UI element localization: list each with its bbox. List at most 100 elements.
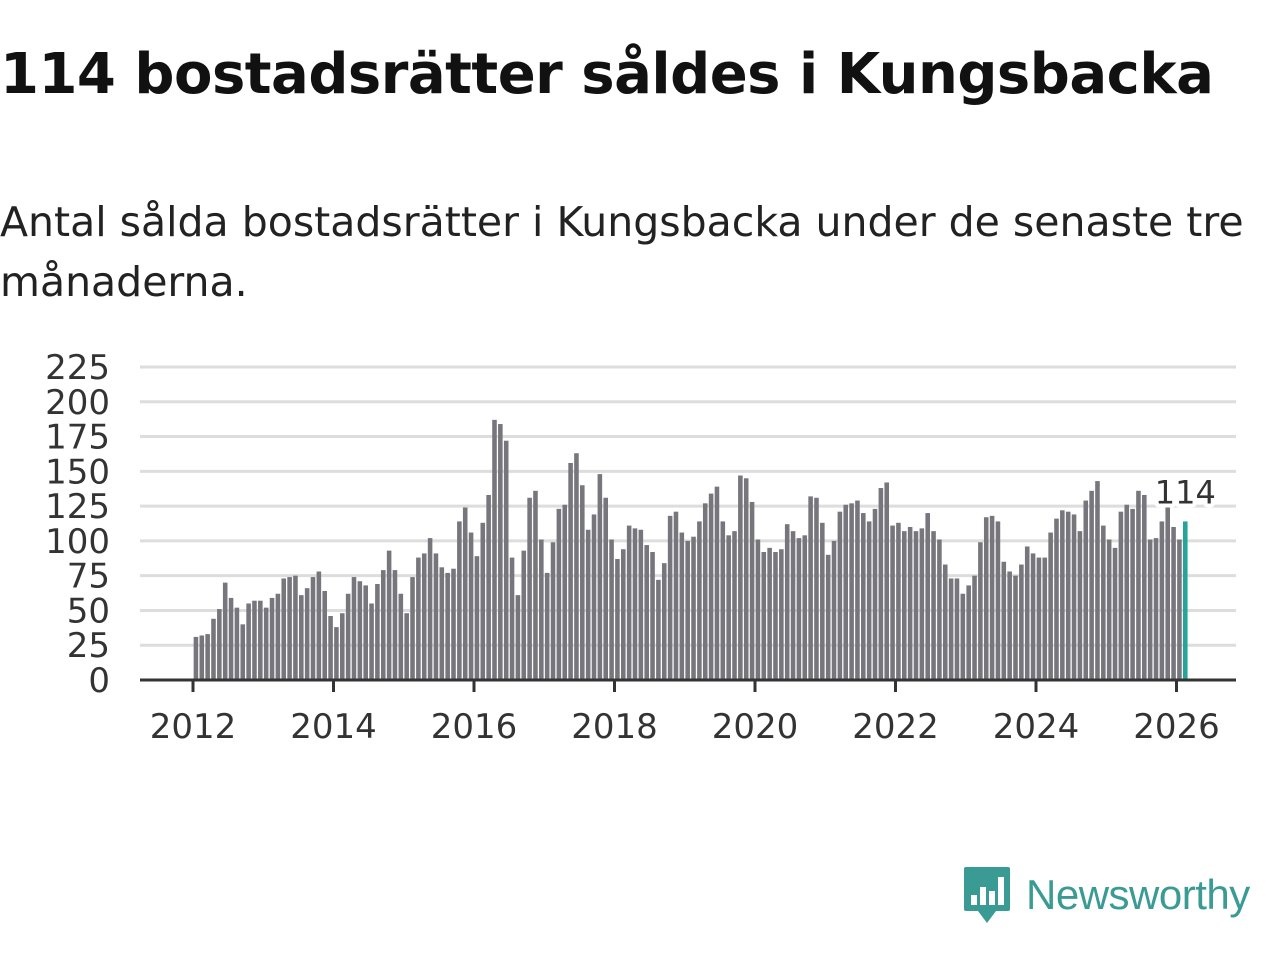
bar xyxy=(1071,514,1077,680)
bar xyxy=(1042,557,1048,680)
bar xyxy=(866,521,872,680)
bar xyxy=(269,597,275,680)
bar xyxy=(896,522,901,680)
bar xyxy=(755,539,761,680)
bar xyxy=(474,556,480,680)
bar xyxy=(685,540,690,680)
bar xyxy=(1101,525,1106,680)
bar xyxy=(246,603,251,680)
bar xyxy=(240,624,246,680)
bar xyxy=(790,531,796,680)
bar xyxy=(445,572,450,680)
page-subtitle: Antal sålda bostadsrätter i Kungsbacka u… xyxy=(0,198,1244,306)
bar xyxy=(1142,494,1147,680)
bar xyxy=(831,540,837,680)
bar xyxy=(773,552,778,680)
bar xyxy=(1013,575,1018,680)
bar xyxy=(673,511,679,680)
bar xyxy=(568,462,573,680)
bar xyxy=(989,515,995,680)
bar xyxy=(539,539,544,680)
bar xyxy=(796,538,802,680)
bar xyxy=(644,545,649,680)
bar xyxy=(304,588,310,680)
bar xyxy=(779,549,784,680)
bar xyxy=(369,603,374,680)
annotation: 114 xyxy=(1151,469,1220,515)
bar xyxy=(620,549,626,680)
bar xyxy=(726,535,731,680)
bar xyxy=(872,508,878,680)
bar xyxy=(650,552,655,680)
bar xyxy=(743,478,749,680)
bar xyxy=(995,521,1001,680)
bar xyxy=(656,579,661,680)
x-tick-label: 2012 xyxy=(150,707,237,747)
bar xyxy=(732,531,737,680)
bar xyxy=(421,553,427,680)
x-tick-label: 2018 xyxy=(571,707,658,747)
bar xyxy=(1136,490,1141,680)
bar xyxy=(884,482,890,680)
bar xyxy=(609,539,614,680)
y-tick-label: 200 xyxy=(45,383,110,423)
bar xyxy=(966,585,971,680)
bar xyxy=(211,618,216,680)
bar xyxy=(515,595,521,680)
bar xyxy=(351,577,357,680)
bar xyxy=(820,522,825,680)
bar xyxy=(334,627,339,680)
bar xyxy=(275,593,281,680)
bar xyxy=(749,501,755,680)
bar xyxy=(1112,547,1118,680)
bar xyxy=(299,595,304,680)
bar xyxy=(954,578,960,680)
bar xyxy=(363,585,368,680)
bar xyxy=(1036,557,1042,680)
bar xyxy=(498,424,503,680)
bar xyxy=(814,497,819,680)
bar xyxy=(913,531,919,680)
bar-highlight xyxy=(1182,521,1188,680)
bar xyxy=(1024,546,1030,680)
bar xyxy=(509,557,515,680)
bar xyxy=(217,609,222,680)
bar xyxy=(492,419,497,680)
bar xyxy=(1124,504,1130,680)
bar xyxy=(263,607,269,680)
bar xyxy=(427,538,433,680)
x-axis: 2012 2014 2016 2018 2020 2022 2024 2026 xyxy=(150,680,1220,747)
bar xyxy=(410,577,415,680)
bar xyxy=(597,474,603,680)
bar xyxy=(258,600,263,680)
x-tick-label: 2022 xyxy=(852,707,939,747)
highlight-value-label: 114 xyxy=(1155,473,1216,511)
bar xyxy=(556,508,562,680)
bar xyxy=(1130,508,1135,680)
bar xyxy=(252,600,257,680)
bar xyxy=(439,567,445,680)
bar xyxy=(738,475,743,680)
newsworthy-logo-icon xyxy=(964,867,1010,923)
bar xyxy=(1177,539,1182,680)
bar xyxy=(960,593,966,680)
bar xyxy=(228,597,234,680)
bar xyxy=(380,570,386,680)
y-tick-label: 150 xyxy=(45,452,110,492)
bar xyxy=(972,575,977,680)
bar xyxy=(849,503,854,680)
bar xyxy=(931,531,936,680)
x-tick-label: 2016 xyxy=(431,707,518,747)
bar xyxy=(615,558,620,680)
bar xyxy=(404,613,409,680)
bar xyxy=(1147,539,1153,680)
bar xyxy=(1159,521,1165,680)
bar xyxy=(1077,531,1083,680)
bar xyxy=(585,529,591,680)
brand-logo: Newsworthy xyxy=(962,862,1250,928)
bar xyxy=(1153,538,1159,680)
bar xyxy=(316,571,322,680)
bar xyxy=(375,584,380,680)
